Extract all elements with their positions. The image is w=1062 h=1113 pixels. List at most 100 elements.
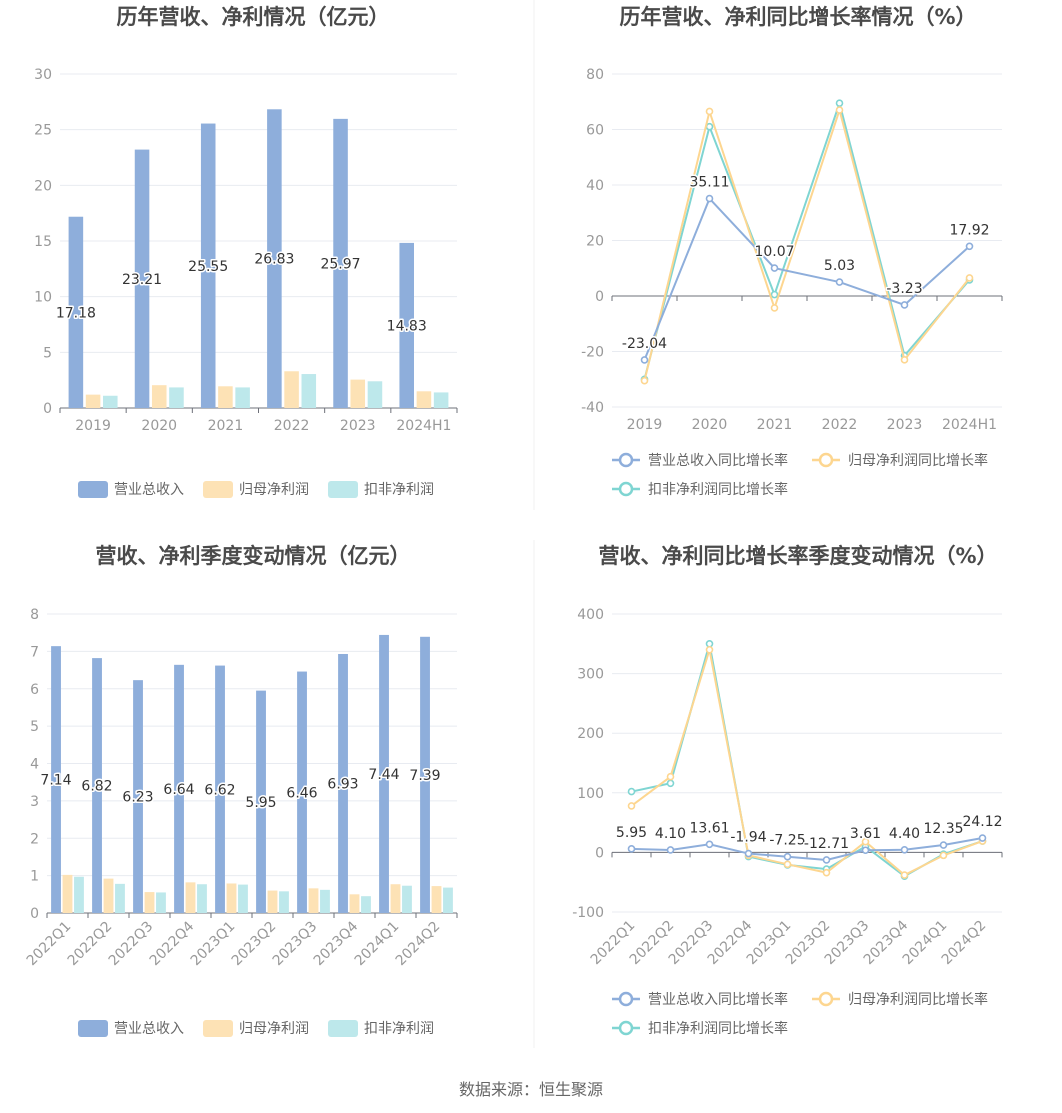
data-point bbox=[939, 851, 948, 860]
legend-label: 扣非净利润同比增长率 bbox=[648, 1020, 788, 1037]
bar bbox=[174, 664, 184, 913]
x-tick-label: 2020 bbox=[692, 417, 728, 433]
bar bbox=[235, 387, 250, 408]
bar bbox=[308, 888, 319, 913]
data-point bbox=[705, 194, 714, 203]
bar bbox=[85, 394, 101, 408]
bar bbox=[284, 371, 299, 408]
bar bbox=[379, 634, 389, 913]
legend-label: 归母净利润同比增长率 bbox=[848, 991, 988, 1008]
quarterly-growth-rate-chart: 营收、净利同比增长率季度变动情况（%） -1000100200300400202… bbox=[572, 544, 1004, 1037]
x-tick-label: 2022Q4 bbox=[147, 918, 198, 969]
data-point bbox=[744, 849, 753, 858]
plot-area: 0 5 10 15 20 25 30 2019 2020 2021 2022 2023 2024H1 17… bbox=[34, 67, 458, 434]
x-tick-label: 2023 bbox=[887, 417, 923, 433]
bar bbox=[297, 671, 307, 913]
y-tick-label: 40 bbox=[586, 178, 604, 194]
data-point bbox=[900, 356, 909, 364]
legend-swatch bbox=[328, 481, 358, 498]
y-tick-label: 3 bbox=[30, 794, 39, 810]
legend-label: 营业总收入同比增长率 bbox=[648, 991, 788, 1008]
legend-label: 扣非净利润 bbox=[364, 1021, 434, 1037]
x-tick-label: 2020 bbox=[141, 418, 177, 434]
bar bbox=[156, 892, 166, 913]
legend-label: 归母净利润同比增长率 bbox=[848, 452, 988, 469]
bar bbox=[68, 216, 84, 408]
bar bbox=[402, 885, 412, 913]
plot-area: -10001002003004002022Q12022Q22022Q32022Q… bbox=[572, 607, 1004, 968]
data-label: -12.71 bbox=[804, 836, 849, 852]
x-tick-label: 2023Q4 bbox=[311, 918, 362, 969]
bar bbox=[256, 690, 266, 913]
legend-label: 营业总收入 bbox=[114, 482, 184, 498]
y-tick-label: 200 bbox=[577, 726, 604, 742]
bar bbox=[390, 884, 401, 913]
x-tick-label: 2019 bbox=[627, 417, 663, 433]
bar bbox=[361, 896, 371, 913]
data-point bbox=[627, 802, 636, 810]
bar bbox=[433, 392, 449, 408]
x-tick-label: 2023Q2 bbox=[229, 919, 280, 970]
y-tick-label: 0 bbox=[30, 906, 39, 922]
y-tick-label: 10 bbox=[34, 290, 52, 306]
bar bbox=[92, 658, 102, 913]
y-tick-label: 100 bbox=[577, 786, 604, 802]
data-point bbox=[705, 639, 714, 648]
x-tick-label: 2023 bbox=[340, 418, 376, 434]
y-tick-label: 400 bbox=[577, 607, 604, 623]
bar bbox=[226, 883, 237, 913]
data-point bbox=[835, 278, 844, 286]
bar bbox=[51, 646, 61, 913]
data-label: 25.55 bbox=[188, 259, 228, 275]
data-point bbox=[835, 99, 844, 107]
data-point bbox=[770, 304, 779, 312]
data-point bbox=[861, 846, 870, 855]
chart-title: 历年营收、净利同比增长率情况（%） bbox=[619, 5, 976, 29]
y-tick-label: 80 bbox=[586, 67, 604, 83]
data-label: 3.61 bbox=[850, 826, 881, 842]
bar bbox=[349, 894, 360, 913]
data-label: -3.23 bbox=[886, 281, 922, 297]
bar bbox=[169, 387, 184, 408]
data-label: 17.18 bbox=[56, 305, 96, 321]
bar bbox=[367, 381, 383, 408]
data-label: 4.40 bbox=[889, 826, 920, 842]
y-tick-label: 15 bbox=[34, 234, 52, 250]
bar bbox=[200, 123, 216, 408]
data-label: 5.03 bbox=[824, 258, 855, 274]
legend-label: 归母净利润 bbox=[239, 481, 309, 498]
y-tick-label: 6 bbox=[30, 682, 39, 698]
legend-label: 营业总收入 bbox=[114, 1021, 184, 1037]
y-tick-label: 8 bbox=[30, 607, 39, 623]
data-point bbox=[627, 845, 636, 853]
x-tick-label: 2022 bbox=[822, 417, 858, 433]
plot-area: 0123456782022Q12022Q22022Q32022Q42023Q12… bbox=[24, 607, 458, 970]
bar bbox=[350, 379, 366, 408]
bar bbox=[320, 889, 330, 913]
bar bbox=[103, 878, 114, 913]
legend-label: 扣非净利润同比增长率 bbox=[648, 481, 788, 498]
data-point bbox=[783, 852, 792, 861]
legend-swatch bbox=[78, 1020, 108, 1037]
bar bbox=[144, 892, 155, 913]
data-point bbox=[705, 107, 714, 116]
legend-swatch bbox=[328, 1020, 358, 1037]
data-point bbox=[770, 290, 779, 299]
x-tick-label: 2023Q3 bbox=[270, 919, 321, 970]
annual-revenue-profit-chart: 历年营收、净利情况（亿元） 0 5 10 15 20 25 30 2019 2020 2021 20… bbox=[34, 5, 458, 498]
bar bbox=[185, 882, 196, 913]
legend-marker bbox=[618, 481, 634, 497]
bar bbox=[338, 653, 348, 913]
x-tick-label: 2019 bbox=[75, 418, 111, 434]
x-tick-label: 2022Q1 bbox=[24, 919, 75, 970]
series-line bbox=[643, 196, 971, 361]
y-tick-label: 60 bbox=[586, 123, 604, 139]
data-label: 26.83 bbox=[254, 252, 294, 268]
y-tick-label: 7 bbox=[30, 644, 39, 660]
data-point bbox=[822, 856, 831, 864]
data-label: 35.11 bbox=[689, 175, 729, 191]
data-point bbox=[666, 846, 675, 854]
data-point bbox=[822, 868, 831, 877]
data-point bbox=[835, 106, 844, 114]
